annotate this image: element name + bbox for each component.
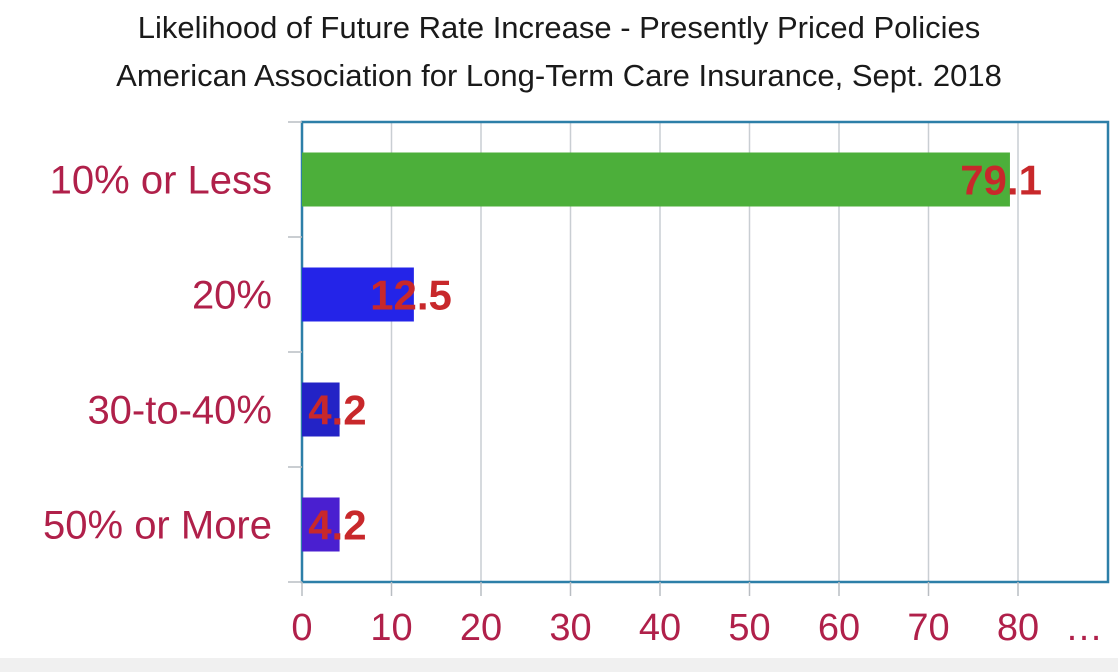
value-label: 79.1 [960,157,1042,204]
bar-4 [302,497,340,552]
category-label: 10% or Less [50,159,272,203]
bottom-strip [0,658,1118,672]
category-label: 30-to-40% [87,389,272,433]
x-tick-label: 10 [370,607,412,649]
chart-title: Likelihood of Future Rate Increase - Pre… [137,10,981,45]
x-tick-label: 0 [291,607,312,649]
category-label: 50% or More [43,504,272,548]
x-tick-label: 50 [728,607,770,649]
value-label: 4.2 [308,502,366,549]
x-tick-overflow: … [1065,607,1103,649]
x-tick-label: 20 [460,607,502,649]
x-tick-label: 40 [639,607,681,649]
x-tick-label: 80 [997,607,1039,649]
bar-3 [302,382,340,437]
chart-subtitle: American Association for Long-Term Care … [116,58,1002,93]
value-label: 12.5 [370,272,452,319]
x-tick-label: 60 [818,607,860,649]
bar-2 [302,267,414,322]
category-label: 20% [192,274,272,318]
x-tick-label: 30 [549,607,591,649]
bar-1 [302,152,1010,207]
x-tick-label: 70 [907,607,949,649]
value-label: 4.2 [308,387,366,434]
